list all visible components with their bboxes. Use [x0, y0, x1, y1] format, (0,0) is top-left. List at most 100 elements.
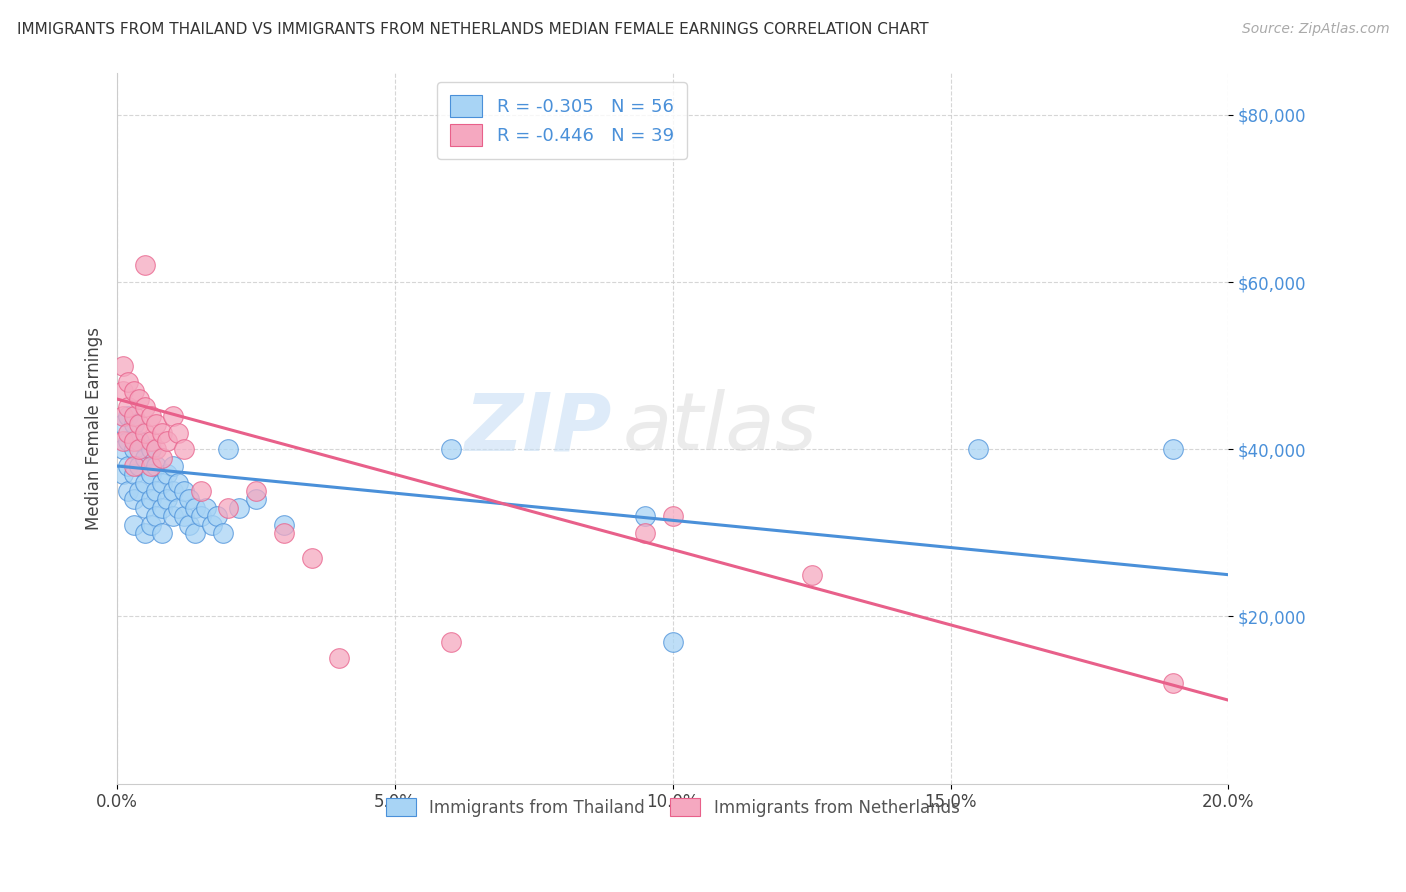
Point [301, 551, 323, 566]
Point [111, 409, 134, 423]
Point [145, 442, 167, 457]
Point [150, 450, 173, 465]
Point [661, 509, 683, 524]
Point [217, 500, 239, 515]
Point [439, 442, 461, 457]
Point [111, 467, 134, 482]
Point [800, 567, 823, 582]
Point [1161, 442, 1184, 457]
Point [117, 458, 139, 473]
Point [211, 525, 233, 540]
Point [245, 492, 267, 507]
Point [111, 417, 134, 432]
Point [122, 417, 145, 432]
Point [111, 384, 134, 398]
Point [145, 484, 167, 499]
Point [122, 434, 145, 448]
Point [179, 492, 201, 507]
Point [328, 651, 350, 665]
Text: IMMIGRANTS FROM THAILAND VS IMMIGRANTS FROM NETHERLANDS MEDIAN FEMALE EARNINGS C: IMMIGRANTS FROM THAILAND VS IMMIGRANTS F… [17, 22, 928, 37]
Text: atlas: atlas [623, 389, 817, 467]
Point [122, 384, 145, 398]
Point [117, 409, 139, 423]
Point [139, 517, 162, 532]
Point [245, 484, 267, 499]
Point [967, 442, 990, 457]
Point [273, 525, 295, 540]
Point [128, 417, 150, 432]
Point [184, 525, 207, 540]
Point [190, 509, 212, 524]
Point [128, 392, 150, 406]
Point [162, 509, 184, 524]
Point [184, 500, 207, 515]
Point [139, 434, 162, 448]
Point [139, 458, 162, 473]
Point [150, 525, 173, 540]
Point [139, 409, 162, 423]
Point [134, 425, 156, 440]
Point [111, 434, 134, 448]
Point [156, 434, 179, 448]
Point [217, 442, 239, 457]
Y-axis label: Median Female Earnings: Median Female Earnings [86, 326, 103, 530]
Point [162, 458, 184, 473]
Legend: Immigrants from Thailand, Immigrants from Netherlands: Immigrants from Thailand, Immigrants fro… [378, 789, 967, 825]
Point [117, 401, 139, 415]
Point [167, 425, 190, 440]
Point [661, 634, 683, 648]
Point [139, 442, 162, 457]
Point [173, 509, 195, 524]
Point [634, 509, 657, 524]
Point [128, 458, 150, 473]
Point [139, 492, 162, 507]
Point [167, 475, 190, 490]
Point [439, 634, 461, 648]
Point [122, 442, 145, 457]
Point [273, 517, 295, 532]
Point [634, 525, 657, 540]
Point [122, 517, 145, 532]
Point [128, 442, 150, 457]
Point [134, 258, 156, 272]
Point [156, 492, 179, 507]
Point [134, 525, 156, 540]
Point [134, 401, 156, 415]
Point [150, 425, 173, 440]
Point [139, 467, 162, 482]
Point [128, 434, 150, 448]
Point [111, 442, 134, 457]
Point [122, 409, 145, 423]
Point [150, 500, 173, 515]
Point [156, 467, 179, 482]
Point [134, 475, 156, 490]
Point [1161, 676, 1184, 690]
Point [111, 359, 134, 373]
Point [162, 484, 184, 499]
Point [134, 450, 156, 465]
Point [134, 500, 156, 515]
Point [117, 434, 139, 448]
Point [145, 417, 167, 432]
Point [179, 517, 201, 532]
Point [190, 484, 212, 499]
Point [150, 475, 173, 490]
Point [117, 484, 139, 499]
Point [173, 442, 195, 457]
Point [145, 509, 167, 524]
Point [122, 492, 145, 507]
Text: ZIP: ZIP [464, 389, 612, 467]
Point [117, 425, 139, 440]
Point [201, 517, 224, 532]
Point [167, 500, 190, 515]
Point [162, 409, 184, 423]
Text: Source: ZipAtlas.com: Source: ZipAtlas.com [1241, 22, 1389, 37]
Point [195, 500, 218, 515]
Point [122, 467, 145, 482]
Point [145, 458, 167, 473]
Point [117, 376, 139, 390]
Point [205, 509, 228, 524]
Point [122, 458, 145, 473]
Point [228, 500, 250, 515]
Point [173, 484, 195, 499]
